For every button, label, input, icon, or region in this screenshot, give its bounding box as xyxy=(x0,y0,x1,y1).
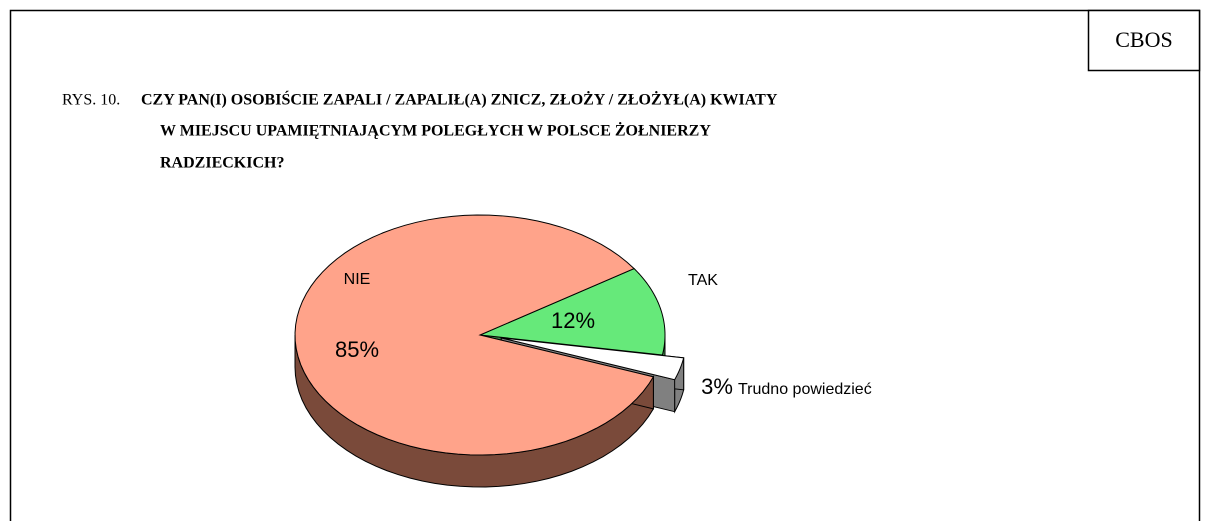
category-label: TAK xyxy=(688,272,718,289)
value-label: 85% xyxy=(335,337,379,362)
title-prefix: RYS. 10. xyxy=(62,92,120,109)
title: CZY PAN(I) OSOBIŚCIE ZAPALI / ZAPALIŁ(A)… xyxy=(141,90,778,109)
title: W MIEJSCU UPAMIĘTNIAJĄCYM POLEGŁYCH W PO… xyxy=(160,121,711,140)
value-label: 3% xyxy=(701,374,733,399)
category-label: NIE xyxy=(344,271,371,288)
frame xyxy=(9,9,1201,521)
slice xyxy=(294,214,655,456)
source: CBOS xyxy=(1115,27,1172,52)
source-box xyxy=(1087,9,1201,72)
category-label: Trudno powiedzieć xyxy=(738,381,872,398)
value-label: 12% xyxy=(551,308,595,333)
title: RADZIECKICH? xyxy=(160,155,284,172)
slice xyxy=(501,337,685,381)
slice xyxy=(478,268,666,356)
